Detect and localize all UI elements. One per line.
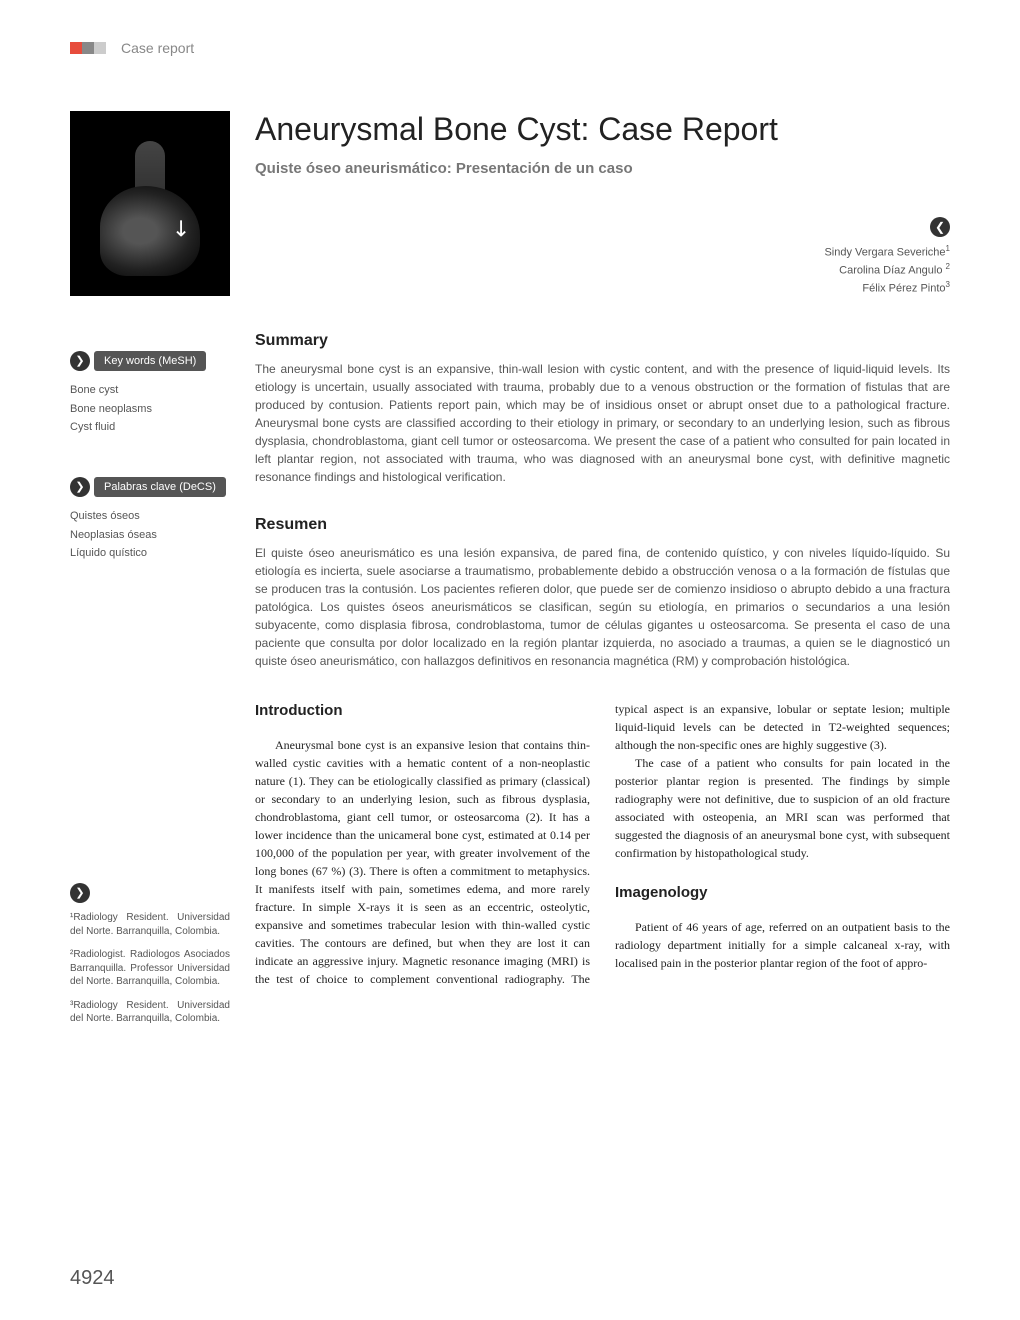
square-red (70, 42, 82, 54)
square-light (94, 42, 106, 54)
keywords-mesh-heading: Key words (MeSH) (94, 351, 206, 371)
affiliations-section: ❯ ¹Radiology Resident. Universidad del N… (70, 883, 230, 1026)
introduction-paragraph: The case of a patient who consults for p… (615, 754, 950, 862)
main-content-area: ↘ ❯ Key words (MeSH) Bone cyst Bone neop… (70, 111, 950, 1036)
keywords-decs-heading: Palabras clave (DeCS) (94, 477, 226, 497)
keyword-item: Líquido quístico (70, 544, 230, 563)
keyword-item: Cyst fluid (70, 418, 230, 437)
right-content-column: Aneurysmal Bone Cyst: Case Report Quiste… (255, 111, 950, 1036)
summary-heading: Summary (255, 332, 950, 350)
square-gray (82, 42, 94, 54)
imagenology-paragraph: Patient of 46 years of age, referred on … (615, 918, 950, 972)
introduction-heading: Introduction (255, 700, 590, 723)
author-name: Sindy Vergara Severiche1 (255, 243, 950, 261)
article-subtitle: Quiste óseo aneurismático: Presentación … (255, 160, 950, 177)
resumen-text: El quiste óseo aneurismático es una lesi… (255, 544, 950, 670)
chevron-left-icon: ❮ (930, 217, 950, 237)
affiliation-item: ¹Radiology Resident. Universidad del Nor… (70, 911, 230, 938)
page-number: 4924 (70, 1267, 115, 1290)
summary-text: The aneurysmal bone cyst is an expansive… (255, 360, 950, 486)
article-title: Aneurysmal Bone Cyst: Case Report (255, 111, 950, 148)
keyword-item: Bone neoplasms (70, 400, 230, 419)
affiliation-item: ³Radiology Resident. Universidad del Nor… (70, 999, 230, 1026)
header-squares-decoration (70, 42, 106, 54)
chevron-right-icon: ❯ (70, 477, 90, 497)
keyword-item: Bone cyst (70, 381, 230, 400)
left-sidebar: ↘ ❯ Key words (MeSH) Bone cyst Bone neop… (70, 111, 230, 1036)
keyword-item: Quistes óseos (70, 507, 230, 526)
authors-block: ❮ Sindy Vergara Severiche1 Carolina Díaz… (255, 217, 950, 297)
author-name: Carolina Díaz Angulo 2 (255, 261, 950, 279)
keywords-decs-section: ❯ Palabras clave (DeCS) Quistes óseos Ne… (70, 477, 230, 563)
mri-figure: ↘ (70, 111, 230, 296)
affiliation-item: ²Radiologist. Radiologos Asociados Barra… (70, 948, 230, 989)
chevron-right-icon: ❯ (70, 351, 90, 371)
keyword-item: Neoplasias óseas (70, 526, 230, 545)
resumen-heading: Resumen (255, 516, 950, 534)
header-band: Case report (70, 40, 950, 56)
imagenology-heading: Imagenology (615, 882, 950, 905)
keywords-mesh-section: ❯ Key words (MeSH) Bone cyst Bone neopla… (70, 351, 230, 437)
author-name: Félix Pérez Pinto3 (255, 279, 950, 297)
header-label: Case report (121, 40, 194, 56)
body-columns: Introduction Aneurysmal bone cyst is an … (255, 700, 950, 989)
chevron-right-icon: ❯ (70, 883, 90, 903)
